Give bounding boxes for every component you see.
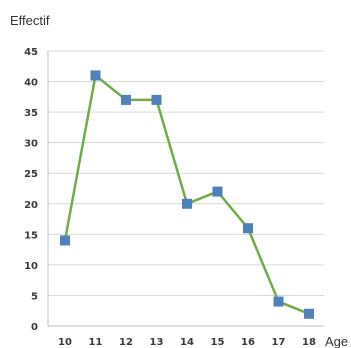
y-tick-label: 45 — [24, 47, 38, 58]
x-tick-label: 12 — [119, 337, 133, 348]
data-point-marker — [60, 235, 70, 246]
y-axis-title: Effectif — [10, 13, 50, 28]
x-tick-label: 10 — [58, 337, 72, 348]
x-tick-label: 17 — [272, 337, 286, 348]
data-point-marker — [212, 186, 223, 197]
y-tick-label: 35 — [24, 108, 38, 119]
gridlines — [47, 50, 324, 327]
y-tick-label: 5 — [31, 291, 38, 302]
x-axis-title: Age — [325, 334, 348, 348]
y-tick-label: 15 — [24, 230, 38, 241]
x-tick-label: 16 — [241, 337, 255, 348]
y-tick-label: 10 — [24, 261, 38, 272]
y-tick-label: 25 — [24, 169, 38, 180]
y-axis-ticks: 0 5 10 15 20 25 30 35 40 45 — [24, 47, 38, 333]
series-line — [63, 74, 310, 315]
y-tick-label: 20 — [24, 200, 38, 211]
x-tick-label: 11 — [89, 337, 103, 348]
y-tick-label: 30 — [24, 139, 38, 150]
data-point-marker — [304, 308, 314, 319]
y-tick-label: 0 — [31, 322, 38, 333]
x-tick-label: 15 — [211, 337, 225, 348]
y-tick-label: 40 — [24, 78, 38, 89]
data-point-marker — [273, 296, 284, 307]
data-point-marker — [121, 94, 131, 105]
series-group — [60, 70, 314, 319]
x-axis-ticks: 10 11 12 13 14 15 16 17 18 — [58, 337, 316, 348]
x-tick-label: 18 — [302, 337, 316, 348]
data-point-marker — [243, 223, 253, 234]
x-tick-label: 14 — [180, 337, 194, 348]
x-tick-label: 13 — [150, 337, 164, 348]
data-point-marker — [90, 70, 101, 81]
data-point-marker — [182, 198, 192, 209]
data-point-marker — [151, 94, 162, 105]
